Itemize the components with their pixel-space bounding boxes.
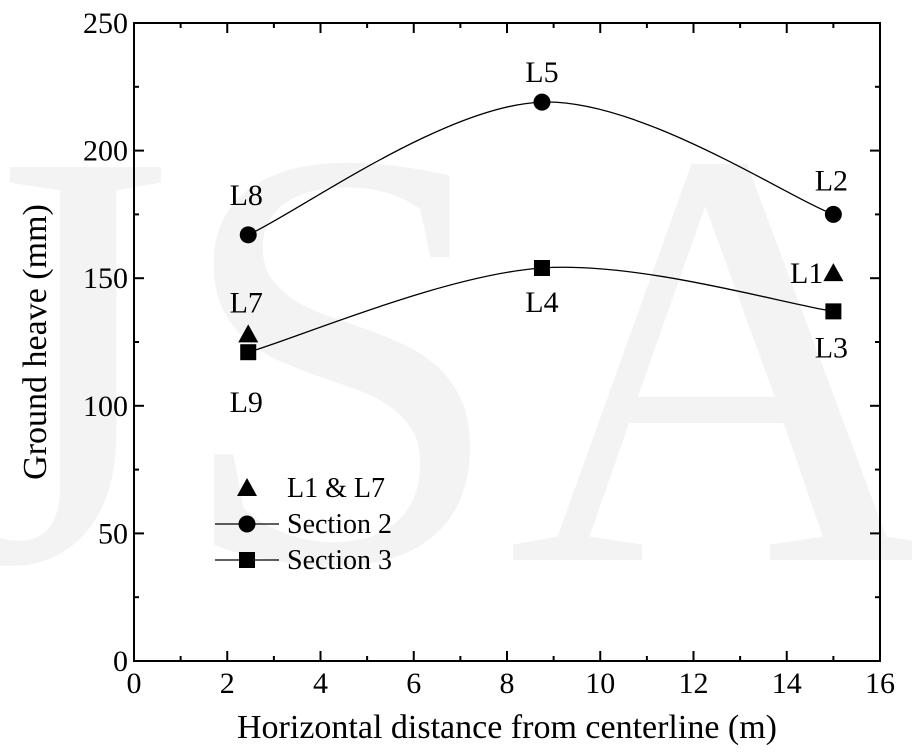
x-tick-label: 2 [220, 667, 235, 700]
x-tick-label: 10 [585, 667, 615, 700]
y-tick-label: 50 [98, 517, 128, 550]
legend-label-2: Section 3 [287, 545, 392, 576]
data-point-l4 [533, 259, 550, 276]
y-tick-label: 150 [83, 262, 128, 295]
legend-marker-0 [237, 478, 257, 496]
y-tick-label: 200 [83, 135, 128, 168]
data-point-l9 [240, 344, 257, 361]
y-tick-label: 100 [83, 390, 128, 423]
point-label-l8: L8 [230, 179, 263, 212]
point-label-l7: L7 [230, 286, 263, 319]
point-label-l2: L2 [815, 164, 848, 197]
data-point-l2 [824, 205, 842, 223]
data-point-l1 [823, 263, 844, 282]
legend-label-0: L1 & L7 [287, 473, 385, 504]
x-tick-label: 16 [865, 667, 895, 700]
x-tick-label: 14 [772, 667, 802, 700]
x-tick-label: 8 [500, 667, 515, 700]
axes: 0 2 4 6 8 10 12 14 16 0 50 100 150 200 250 Horizontal d… [17, 7, 895, 746]
x-tick-label: 4 [313, 667, 328, 700]
legend: L1 & L7 Section 2 Section 3 [215, 473, 392, 576]
y-tick-label: 0 [113, 645, 128, 678]
data-point-l7 [238, 324, 259, 343]
legend-marker-2 [239, 552, 255, 568]
point-label-l1: L1 [790, 257, 823, 290]
data-point-l8 [239, 226, 257, 244]
point-label-l9: L9 [230, 386, 263, 419]
data-point-l5 [533, 93, 551, 111]
x-tick-label: 12 [679, 667, 709, 700]
legend-marker-1 [238, 515, 256, 533]
x-tick-label: 6 [406, 667, 421, 700]
y-axis-title: Ground heave (mm) [17, 204, 54, 480]
legend-label-1: Section 2 [287, 509, 392, 540]
data-marks [238, 93, 844, 361]
point-label-l3: L3 [815, 331, 848, 364]
x-tick-label: 0 [127, 667, 142, 700]
y-tick-label: 250 [83, 7, 128, 40]
x-axis-title: Horizontal distance from centerline (m) [237, 709, 777, 746]
point-labels: L7 L1 L8 L5 L2 L9 L4 L3 [230, 56, 848, 419]
point-label-l5: L5 [525, 56, 558, 89]
point-label-l4: L4 [525, 286, 558, 319]
watermark-text: JSA [0, 25, 912, 690]
data-point-l3 [825, 303, 842, 320]
watermark: JSA [0, 25, 912, 690]
